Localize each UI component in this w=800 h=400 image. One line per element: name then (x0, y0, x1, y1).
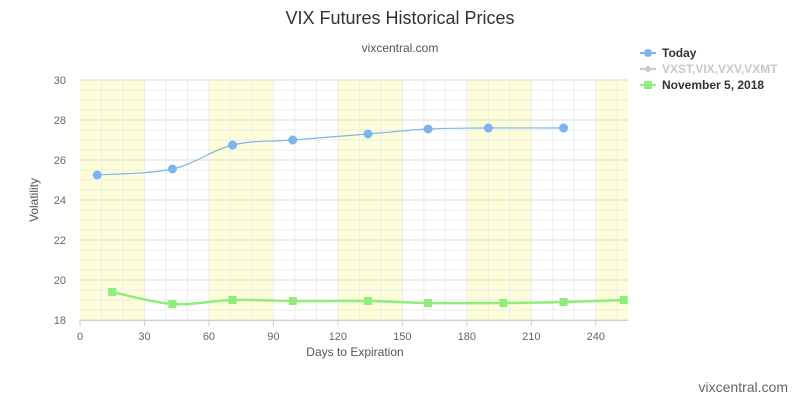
x-tick-label: 150 (393, 331, 411, 343)
legend-label: November 5, 2018 (662, 78, 764, 92)
x-tick-label: 0 (77, 331, 83, 343)
y-tick-label: 18 (54, 315, 66, 327)
data-point-square[interactable] (168, 300, 177, 308)
x-tick-label: 90 (267, 331, 279, 343)
data-point-square[interactable] (288, 297, 297, 305)
data-point-square[interactable] (363, 297, 372, 305)
data-point-square[interactable] (424, 299, 433, 307)
y-tick-label: 30 (54, 75, 66, 87)
legend-item[interactable]: Today (640, 46, 697, 60)
chart-title: VIX Futures Historical Prices (285, 8, 514, 28)
chart-subtitle: vixcentral.com (362, 41, 439, 55)
y-tick-label: 20 (54, 275, 66, 287)
x-tick-label: 240 (587, 331, 605, 343)
data-point-circle[interactable] (363, 129, 373, 139)
data-point-circle[interactable] (423, 124, 433, 134)
data-point-square[interactable] (499, 299, 508, 307)
data-point-square[interactable] (619, 296, 628, 304)
y-tick-label: 26 (54, 155, 66, 167)
data-point-circle[interactable] (483, 123, 493, 133)
x-tick-label: 180 (458, 331, 476, 343)
series-layer (92, 123, 628, 308)
data-point-circle[interactable] (559, 123, 569, 133)
y-tick-label: 28 (54, 115, 66, 127)
data-point-square[interactable] (108, 288, 117, 296)
x-tick-label: 210 (522, 331, 540, 343)
legend-item[interactable]: November 5, 2018 (640, 78, 764, 92)
y-tick-label: 22 (54, 235, 66, 247)
data-point-circle[interactable] (228, 140, 238, 150)
x-axis-title: Days to Expiration (306, 345, 403, 359)
y-axis-title: Volatility (27, 178, 41, 222)
legend-label: Today (662, 46, 697, 60)
data-point-circle[interactable] (92, 170, 102, 180)
data-point-square[interactable] (228, 296, 237, 304)
data-point-circle[interactable] (288, 135, 298, 145)
axes: 0 30 60 90 120 150 180 210 240 18 20 22 24 26 28 30 (54, 75, 628, 343)
legend-marker-diamond (644, 65, 652, 73)
x-tick-label: 60 (203, 331, 215, 343)
legend: Today VXST,VIX,VXV,VXMT November 5, 2018 (640, 46, 778, 92)
y-tick-label: 24 (54, 195, 66, 207)
x-tick-label: 30 (138, 331, 150, 343)
legend-marker-square (644, 81, 652, 89)
legend-marker-circle (644, 49, 652, 57)
legend-item[interactable]: VXST,VIX,VXV,VXMT (640, 62, 778, 76)
data-point-circle[interactable] (167, 164, 177, 174)
credit-text: vixcentral.com (699, 379, 788, 395)
legend-label: VXST,VIX,VXV,VXMT (662, 62, 778, 76)
x-tick-label: 120 (329, 331, 347, 343)
data-point-square[interactable] (559, 298, 568, 306)
